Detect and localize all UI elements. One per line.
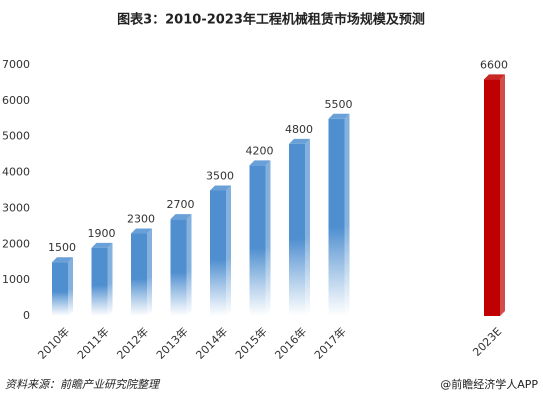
x-tick-label: 2015年 [232, 324, 269, 361]
value-label: 4800 [285, 123, 313, 136]
x-tick-label: 2014年 [193, 324, 230, 361]
x-tick-label: 2011年 [74, 324, 111, 361]
bar-top [52, 257, 73, 263]
bar [210, 190, 226, 316]
source-note: 资料来源：前瞻产业研究院整理 [5, 378, 161, 391]
chart-title: 图表3：2010-2023年工程机械租赁市场规模及预测 [117, 12, 425, 28]
y-tick-label: 5000 [2, 130, 30, 143]
bar-top [170, 214, 192, 220]
bar [249, 165, 266, 316]
bar-top [210, 185, 231, 191]
bar [52, 262, 68, 316]
credit: @前瞻经济学人APP [440, 377, 538, 391]
bar-top [484, 74, 505, 80]
bar [170, 219, 187, 316]
y-tick-label: 2000 [2, 237, 30, 250]
x-tick-label: 2010年 [35, 324, 72, 361]
x-tick-label: 2013年 [153, 324, 190, 361]
y-tick-label: 6000 [2, 94, 30, 107]
bar-side [186, 214, 192, 316]
x-tick-label: 2016年 [272, 324, 309, 361]
x-tick-label: 2023E [470, 325, 504, 359]
bar-side [147, 228, 152, 316]
bar-top [289, 138, 310, 144]
bar [289, 143, 305, 316]
x-tick-label: 2017年 [311, 324, 348, 361]
bar-side [226, 185, 231, 316]
bar-side [344, 113, 350, 317]
value-label: 6600 [480, 58, 508, 71]
value-label: 2300 [127, 213, 155, 226]
bar [131, 233, 147, 316]
y-tick-label: 3000 [2, 201, 30, 214]
bar-side [107, 242, 113, 316]
y-tick-label: 0 [23, 309, 30, 322]
bar [328, 118, 345, 317]
y-tick-label: 7000 [2, 58, 30, 71]
bar-side [500, 74, 505, 316]
bar-top [328, 113, 350, 119]
bar-side [305, 138, 310, 316]
value-label: 3500 [206, 170, 234, 183]
value-label: 2700 [167, 198, 195, 211]
x-tick-label: 2012年 [114, 324, 151, 361]
value-label: 1500 [48, 241, 76, 254]
bar-side [265, 160, 271, 316]
bar [484, 79, 500, 316]
value-label: 1900 [88, 227, 116, 240]
bar [91, 247, 108, 316]
value-label: 4200 [246, 144, 274, 157]
value-label: 5500 [325, 98, 353, 111]
bar-top [91, 242, 113, 248]
bar-side [68, 257, 73, 316]
y-tick-label: 4000 [2, 166, 30, 179]
bar-top [131, 228, 152, 234]
y-tick-label: 1000 [2, 273, 30, 286]
bar-top [249, 160, 271, 166]
